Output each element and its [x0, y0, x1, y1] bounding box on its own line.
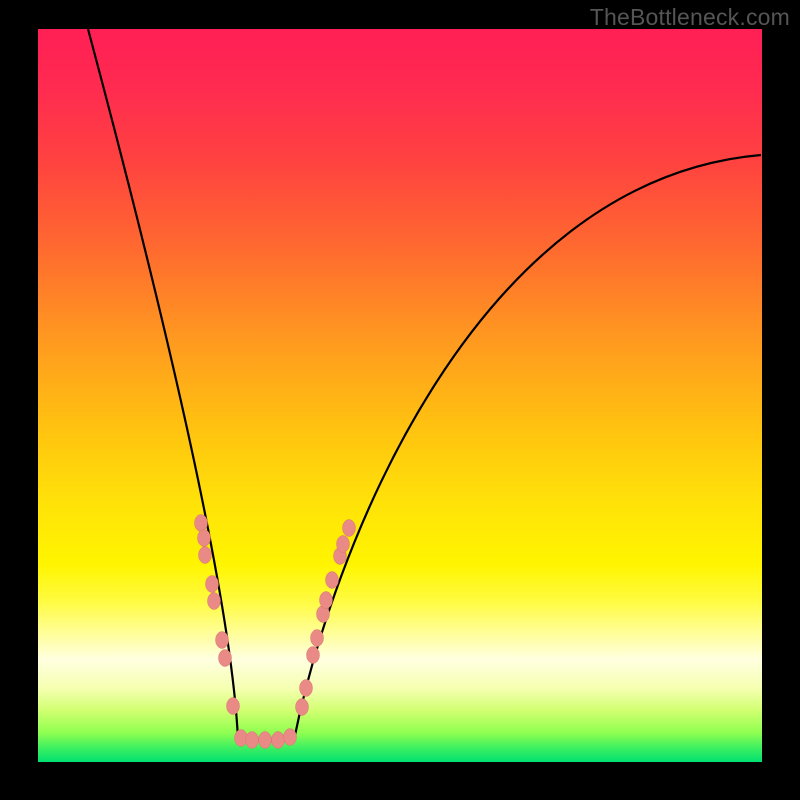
- data-marker-floor-4: [284, 729, 297, 746]
- data-marker-right-5: [320, 592, 333, 609]
- data-marker-left-4: [208, 593, 221, 610]
- data-marker-right-9: [343, 520, 356, 537]
- data-marker-left-5: [216, 632, 229, 649]
- data-marker-right-0: [296, 699, 309, 716]
- data-marker-left-0: [195, 515, 208, 532]
- data-marker-left-3: [206, 576, 219, 593]
- plot-area-gradient: [38, 29, 762, 762]
- data-marker-floor-2: [259, 732, 272, 749]
- data-marker-left-2: [199, 547, 212, 564]
- data-marker-right-2: [307, 647, 320, 664]
- data-marker-left-7: [227, 698, 240, 715]
- data-marker-floor-1: [246, 732, 259, 749]
- data-marker-left-6: [219, 650, 232, 667]
- data-marker-right-8: [337, 536, 350, 553]
- chart-svg: [0, 0, 800, 800]
- data-marker-left-1: [198, 530, 211, 547]
- data-marker-right-6: [326, 572, 339, 589]
- data-marker-right-1: [300, 680, 313, 697]
- data-marker-floor-3: [272, 732, 285, 749]
- data-marker-right-3: [311, 630, 324, 647]
